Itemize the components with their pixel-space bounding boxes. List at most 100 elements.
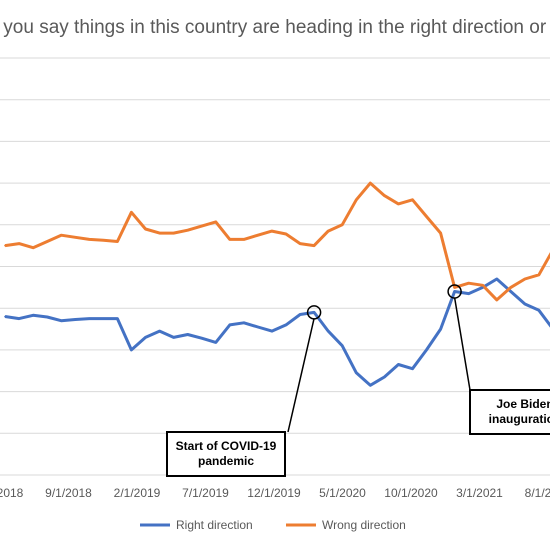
data-point xyxy=(453,286,456,289)
data-point xyxy=(425,215,428,218)
data-point xyxy=(229,238,231,241)
data-point xyxy=(257,234,259,236)
data-point xyxy=(186,229,189,231)
data-point xyxy=(496,278,498,280)
data-point xyxy=(229,324,231,326)
data-point xyxy=(538,309,540,312)
data-point xyxy=(186,333,189,336)
data-point xyxy=(397,203,400,205)
data-point xyxy=(453,290,456,293)
data-point xyxy=(524,278,526,280)
data-point xyxy=(467,292,470,295)
data-point xyxy=(355,199,358,201)
data-point xyxy=(285,233,287,235)
data-point xyxy=(243,238,245,241)
data-point xyxy=(172,336,175,339)
data-point xyxy=(215,341,217,344)
x-tick-label: 7/1/2019 xyxy=(182,486,229,500)
data-point xyxy=(481,284,484,287)
data-point xyxy=(144,336,147,339)
data-point xyxy=(88,317,91,320)
data-point xyxy=(425,349,428,351)
data-point xyxy=(46,316,48,318)
data-point xyxy=(74,236,77,239)
x-tick-label: 10/1/2020 xyxy=(384,486,438,500)
data-point xyxy=(369,384,372,387)
data-point xyxy=(158,232,161,234)
data-point xyxy=(116,317,119,320)
annotation-text: inauguration xyxy=(489,412,550,426)
data-point xyxy=(383,194,386,197)
data-point xyxy=(538,274,540,276)
data-point xyxy=(341,224,344,226)
series-line-right-direction xyxy=(4,277,550,387)
data-point xyxy=(524,303,526,305)
annotation-leader xyxy=(287,318,315,433)
data-point xyxy=(383,376,386,378)
data-point xyxy=(18,242,20,245)
data-point xyxy=(510,286,512,289)
data-point xyxy=(60,319,62,322)
data-point xyxy=(116,240,119,243)
data-point xyxy=(172,232,175,234)
series-points xyxy=(4,182,540,387)
annotation-marker xyxy=(447,284,462,299)
data-point xyxy=(327,230,330,232)
data-point xyxy=(60,234,62,236)
gridlines xyxy=(0,57,550,476)
data-point xyxy=(285,324,287,326)
data-point xyxy=(411,367,414,370)
annotation-text: Joe Biden xyxy=(496,397,550,411)
data-point xyxy=(4,244,6,247)
data-point xyxy=(341,344,344,347)
data-point xyxy=(271,230,273,232)
x-tick-label: 5/1/2020 xyxy=(319,486,366,500)
data-point xyxy=(510,290,512,293)
data-point xyxy=(299,242,301,245)
series-line-wrong-direction xyxy=(4,181,550,302)
data-point xyxy=(4,315,6,318)
data-point xyxy=(355,372,358,374)
series-lines xyxy=(4,181,550,387)
annotation-marker xyxy=(306,305,322,320)
data-point xyxy=(496,299,498,301)
data-point xyxy=(257,326,259,328)
data-point xyxy=(215,221,217,223)
x-tick-label: 2/1/2019 xyxy=(114,486,161,500)
x-tick-label: 9/1/2018 xyxy=(45,486,92,500)
annotation-box xyxy=(469,389,550,435)
legend: Right direction Wrong direction xyxy=(140,518,406,532)
data-point xyxy=(313,311,315,314)
data-point xyxy=(299,313,301,316)
annotation-text: pandemic xyxy=(198,454,254,468)
data-point xyxy=(158,330,161,332)
annotation-leader xyxy=(453,297,471,391)
data-point xyxy=(130,349,133,351)
data-point xyxy=(369,182,372,184)
x-tick-label: 8/1/2021 xyxy=(525,486,550,500)
data-point xyxy=(411,199,414,201)
legend-label-right-direction: Right direction xyxy=(176,518,253,532)
data-point xyxy=(46,240,48,243)
data-point xyxy=(439,328,442,330)
data-point xyxy=(88,238,91,241)
data-point xyxy=(397,363,400,366)
data-point xyxy=(32,246,34,249)
data-point xyxy=(439,232,442,234)
data-point xyxy=(467,282,470,285)
data-point xyxy=(327,330,330,332)
data-point xyxy=(102,239,105,241)
annotation-text: Start of COVID-19 xyxy=(176,439,277,453)
data-point xyxy=(313,244,315,247)
x-tick-labels: 4/1/2018 9/1/2018 2/1/2019 7/1/2019 12/1/201… xyxy=(0,486,550,500)
data-point xyxy=(74,318,77,321)
data-point xyxy=(200,337,203,340)
data-point xyxy=(271,330,273,332)
data-point xyxy=(102,317,105,320)
data-point xyxy=(144,228,147,230)
annotation: Joe Bideninauguration xyxy=(447,284,550,435)
data-point xyxy=(18,317,20,320)
annotation-box xyxy=(166,431,286,477)
